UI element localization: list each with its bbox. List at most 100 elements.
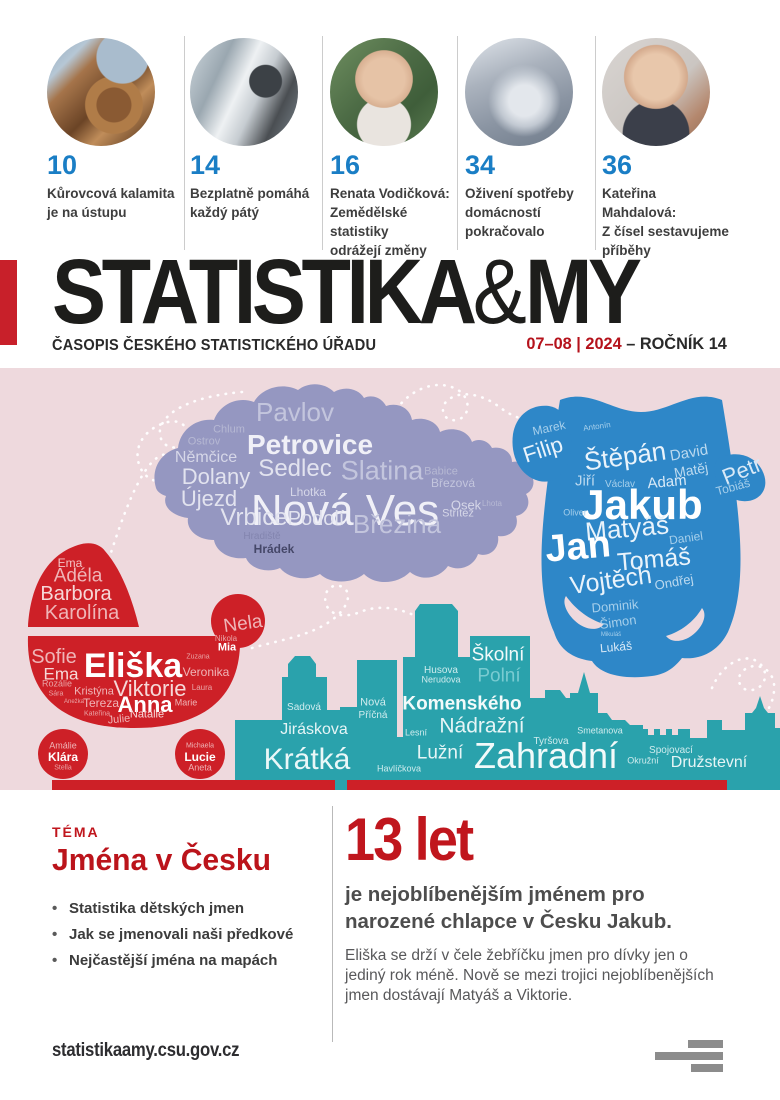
- toc-caption: Bezplatně pomáhá každý pátý: [190, 186, 310, 221]
- cloud-word: Sedlec: [258, 455, 332, 482]
- title-main: STATISTIKA: [52, 241, 477, 343]
- cloud-word: Husova: [424, 665, 458, 676]
- cloud-word: Ema: [57, 556, 83, 570]
- cover-illustration: Pavlov Chlum Ostrov Petrovice Němčice Sedlec S…: [0, 368, 780, 790]
- cloud-word: Příčná: [358, 710, 388, 721]
- cloud-word: Komenského: [402, 693, 522, 715]
- city-skyline-shape: [235, 604, 780, 790]
- cloud-word: Újezd: [180, 486, 238, 511]
- feature-divider: [332, 806, 333, 1042]
- toc-page-number: 16: [330, 150, 361, 180]
- tema-bullet: Jak se jmenovali naši předkové: [52, 926, 293, 943]
- toc-item-10[interactable]: 10 Kůrovcová kalamita je na ústupu: [47, 0, 179, 222]
- cloud-word: Laura: [191, 683, 213, 692]
- dotted-curl-left: [106, 390, 244, 564]
- cloud-word: Nová: [360, 696, 386, 709]
- cloud-word: Dolany: [181, 464, 251, 489]
- cloud-word: Karolína: [44, 602, 120, 624]
- toc-photo-portrait-studio: [602, 38, 710, 146]
- cloud-word: Jakub: [581, 481, 703, 528]
- baby-onesie-shape: [512, 396, 766, 678]
- cloud-word: Lhotka: [289, 485, 327, 499]
- cloud-word: Amálie: [49, 740, 77, 751]
- cloud-word: Spojovací: [649, 745, 693, 756]
- cloud-word: Školní: [471, 644, 525, 666]
- feature-statistic: 13 let: [345, 806, 474, 873]
- cloud-word: Tyršova: [533, 736, 569, 747]
- dotted-curl-right: [710, 657, 776, 746]
- toc-item-14[interactable]: 14 Bezplatně pomáhá každý pátý: [190, 0, 322, 222]
- cloud-word: Družstevní: [670, 754, 748, 771]
- toc-divider: [322, 36, 323, 250]
- cloud-word: Nová Ves: [250, 486, 440, 535]
- cloud-word: Březová: [430, 476, 476, 490]
- onesie-leg-cutouts: [564, 596, 705, 641]
- cloud-word: Pavlov: [255, 397, 335, 427]
- tema-bullet: Nejčastější jména na mapách: [52, 952, 293, 969]
- toc-item-36[interactable]: 36 Kateřina Mahdalová: Z čísel sestavujeme…: [602, 0, 734, 261]
- tema-bullet-list: Statistika dětských jmen Jak se jmenovali…: [52, 900, 293, 978]
- cloud-word: Aneta: [188, 762, 212, 773]
- toc-caption: Renata Vodičková: Zemědělské statistiky od…: [330, 186, 450, 259]
- cloud-word: Jiří: [575, 472, 595, 490]
- cloud-word: Osek: [450, 497, 482, 513]
- cloud-word: Sofie: [31, 646, 77, 668]
- cloud-word: Podolí: [287, 508, 345, 530]
- cloud-word: Marie: [174, 697, 198, 708]
- street-names-word-cloud: Sadová Jiráskova Krátká Nová Příčná Husova Ner…: [0, 368, 780, 790]
- toc-page-number: 10: [47, 150, 78, 180]
- czech-map-shape: [154, 384, 534, 583]
- cloud-word: Klára: [47, 750, 79, 764]
- map-village-word-cloud: Pavlov Chlum Ostrov Petrovice Němčice Sedlec S…: [0, 368, 780, 790]
- cloud-word: Eliška: [83, 647, 183, 685]
- cloud-word: Natálie: [129, 708, 165, 721]
- cloud-word: Kristýna: [74, 685, 114, 698]
- cloud-word: Lesní: [404, 727, 428, 738]
- cloud-word: Ema: [43, 664, 79, 684]
- cloud-word: Michaela: [185, 742, 215, 750]
- cloud-word: Stella: [54, 764, 72, 772]
- tema-label: TÉMA: [52, 824, 100, 840]
- cloud-word: Smetanova: [577, 725, 623, 736]
- cloud-word: Střítež: [442, 507, 474, 520]
- toc-photo-van: [190, 38, 298, 146]
- cloud-word: Nádražní: [439, 714, 525, 738]
- cloud-word: Petrovice: [246, 429, 374, 460]
- cloud-word: Veronika: [182, 665, 230, 679]
- bottom-red-bar: [52, 780, 727, 790]
- cloud-word: Slatina: [340, 455, 424, 486]
- toc-photo-coins: [465, 38, 573, 146]
- cloud-word: Anežka: [63, 699, 85, 705]
- cloud-word: Hrádek: [253, 542, 295, 556]
- toc-item-34[interactable]: 34 Oživení spotřeby domácností pokračovalo: [465, 0, 597, 241]
- cloud-word: Ostrov: [187, 435, 221, 448]
- toc-caption: Kůrovcová kalamita je na ústupu: [47, 186, 175, 221]
- toc-caption: Oživení spotřeby domácností pokračovalo: [465, 186, 574, 240]
- cloud-word: Březina: [352, 509, 442, 539]
- magazine-subtitle: ČASOPIS ČESKÉHO STATISTICKÉHO ÚŘADU: [52, 337, 377, 354]
- tema-title: Jména v Česku: [52, 842, 271, 877]
- toc-page-number: 34: [465, 150, 496, 180]
- illustration-shapes: [27, 383, 780, 790]
- csu-logo: [655, 1040, 723, 1073]
- cloud-word: Viktorie: [113, 676, 187, 701]
- cloud-word: Sára: [48, 690, 64, 698]
- cloud-word: Anna: [117, 692, 173, 717]
- cloud-word: Chlum: [213, 423, 245, 436]
- website-url[interactable]: statistikaamy.csu.gov.cz: [52, 1040, 240, 1061]
- boy-names-word-cloud: Marek Antonín Filip Štěpán David Matěj Petr Tob…: [0, 368, 780, 790]
- dotted-curl-top: [390, 383, 534, 422]
- toc-photo-logs: [47, 38, 155, 146]
- cloud-word: Nerudova: [421, 674, 461, 685]
- toc-caption: Kateřina Mahdalová: Z čísel sestavujeme př…: [602, 186, 729, 259]
- toc-divider: [595, 36, 596, 250]
- dotted-doodle-paths: [106, 383, 776, 746]
- cloud-word: Kateřina: [83, 710, 111, 718]
- issue-info: 07–08 | 2024 – ROČNÍK 14: [526, 334, 727, 354]
- cloud-word: Václav: [604, 479, 636, 490]
- toc-item-16[interactable]: 16 Renata Vodičková: Zemědělské statistiky…: [330, 0, 462, 261]
- cloud-word: Polní: [477, 665, 521, 687]
- masthead-red-block: [0, 260, 17, 345]
- cloud-word: Havlíčkova: [376, 763, 422, 774]
